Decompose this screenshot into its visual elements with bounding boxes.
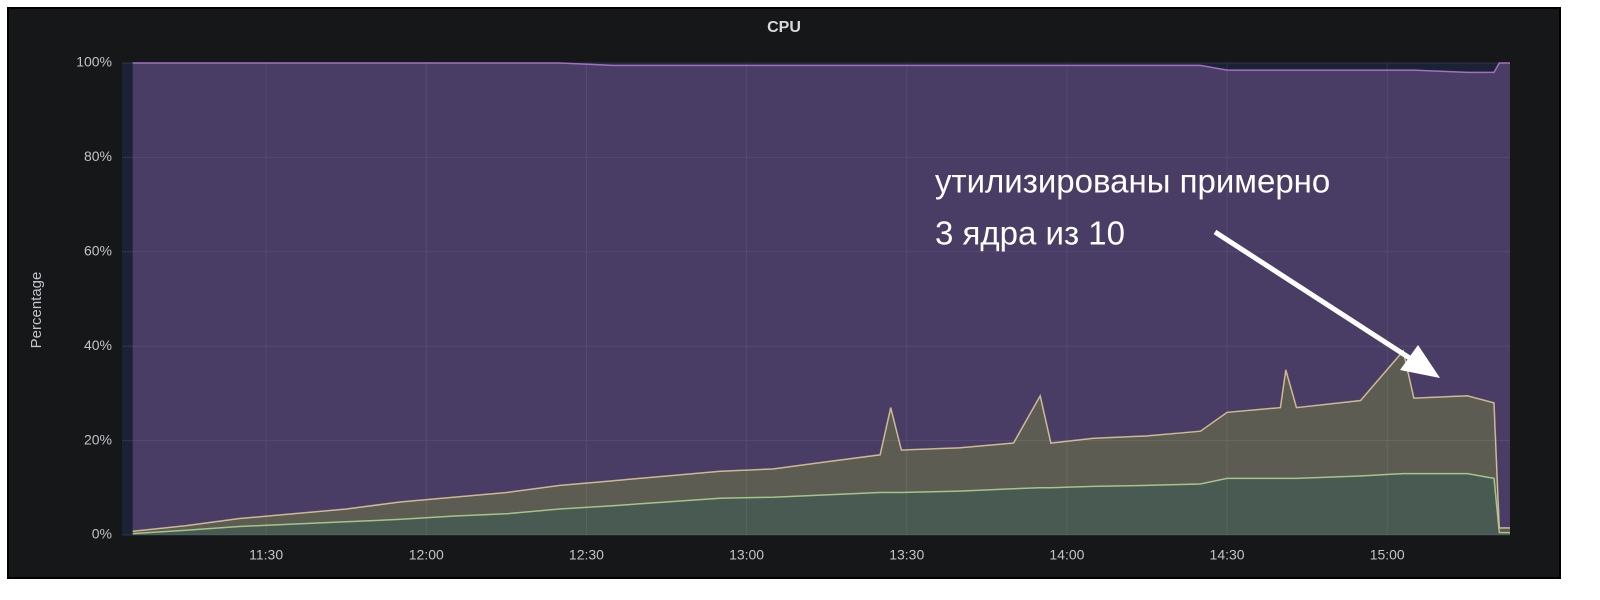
y-tick-label: 0% <box>92 526 112 542</box>
annotation-arrow <box>1213 229 1440 378</box>
x-tick-label: 12:30 <box>569 547 604 563</box>
x-tick-label: 15:00 <box>1370 547 1405 563</box>
y-tick-label: 80% <box>84 148 112 164</box>
y-tick-label: 60% <box>84 243 112 259</box>
annotation: 3 ядра из 10 <box>935 215 1125 252</box>
annotation: утилизированы примерно <box>935 163 1330 200</box>
line <box>132 472 1510 535</box>
plot-area <box>122 63 1510 535</box>
x-tick-label: 14:00 <box>1049 547 1084 563</box>
line <box>132 349 1510 532</box>
y-tick-label: 40% <box>84 337 112 353</box>
line <box>132 62 1510 74</box>
chart-title: CPU <box>767 19 801 36</box>
area <box>132 350 1511 534</box>
x-tick-label: 13:00 <box>729 547 764 563</box>
x-tick-label: 11:30 <box>249 547 283 563</box>
x-tick-label: 13:30 <box>889 547 924 563</box>
plot-layer <box>122 62 1511 536</box>
x-tick-label: 12:00 <box>409 547 444 563</box>
x-tick-label: 14:30 <box>1210 547 1245 563</box>
area <box>132 473 1511 535</box>
y-axis-label: Percentage <box>28 272 45 349</box>
y-tick-label: 100% <box>76 54 112 70</box>
y-tick-label: 20% <box>84 431 112 447</box>
area <box>132 63 1511 532</box>
